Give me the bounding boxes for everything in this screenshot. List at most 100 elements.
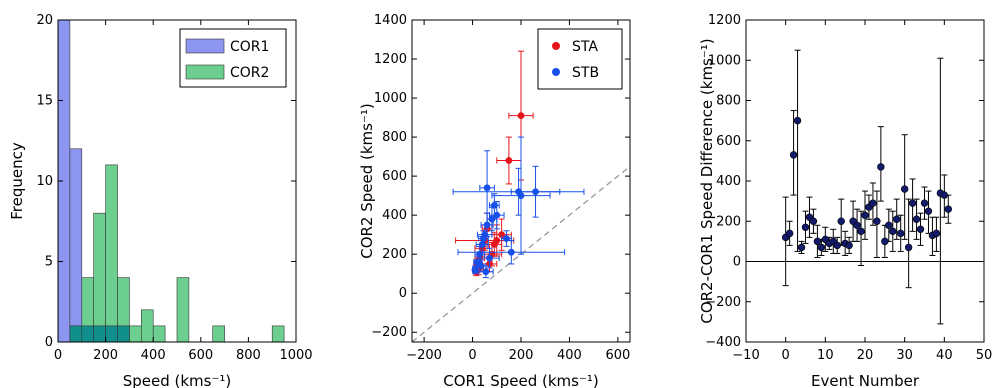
x-tick-label: 400 <box>557 348 582 363</box>
stb-point <box>490 201 498 209</box>
x-tick-label: −200 <box>406 348 442 363</box>
overlap-bar <box>81 325 95 343</box>
overlap-bar <box>69 325 83 343</box>
x-tick-label: 0 <box>468 348 476 363</box>
sta-point <box>517 112 525 120</box>
y-tick-label: 10 <box>36 174 53 189</box>
y-tick-label: 1200 <box>708 13 741 28</box>
x-tick-label: 30 <box>896 348 913 363</box>
x-axis-label: Speed (kms⁻¹) <box>123 372 232 388</box>
stb-point <box>471 266 479 274</box>
cor2-bar <box>212 325 225 343</box>
one-to-one-line <box>411 165 631 343</box>
event-point <box>940 191 949 199</box>
stb-point <box>477 262 485 270</box>
stb-point <box>482 268 490 276</box>
cor2-bar <box>271 325 285 343</box>
stb-point <box>507 248 515 256</box>
x-tick-label: 600 <box>188 348 213 363</box>
y-tick-label: 200 <box>382 247 407 262</box>
event-point <box>857 227 865 236</box>
y-tick-label: −400 <box>705 335 741 350</box>
event-point <box>837 217 845 225</box>
y-tick-label: 600 <box>716 134 741 149</box>
event-point <box>889 227 897 236</box>
y-tick-label: −200 <box>705 295 741 310</box>
event-point <box>904 243 913 252</box>
legend-label-sta: STA <box>572 39 598 55</box>
legend-swatch-cor2 <box>185 64 225 80</box>
y-tick-label: 15 <box>36 94 53 109</box>
y-tick-label: 1200 <box>374 52 407 67</box>
cor1-bar <box>69 148 83 343</box>
event-point <box>900 185 909 193</box>
speed-difference-panel: −10 0 10 20 30 40 50 −400 −200 0 200 400 600 800 1000 1… <box>698 13 992 388</box>
stb-point <box>480 235 487 243</box>
event-point <box>885 221 893 229</box>
stb-point <box>483 184 491 192</box>
y-axis-label: COR2 Speed (kms⁻¹) <box>358 103 376 259</box>
y-tick-label: 20 <box>36 13 53 28</box>
y-tick-label: 400 <box>716 174 741 189</box>
stb-point <box>478 240 486 248</box>
y-axis-label: Frequency <box>8 142 26 220</box>
event-point <box>912 215 921 223</box>
x-tick-label: 0 <box>54 348 62 363</box>
x-axis-label: Event Number <box>811 372 920 388</box>
stb-point <box>483 221 491 229</box>
x-axis-label: COR1 Speed (kms⁻¹) <box>443 372 599 388</box>
event-point <box>797 243 806 252</box>
x-tick-label: 40 <box>936 348 953 363</box>
cor2-bar <box>141 309 154 343</box>
cor2-bar <box>129 325 142 343</box>
x-tick-label: 400 <box>141 348 166 363</box>
legend-label-stb: STB <box>572 65 599 81</box>
sta-point <box>505 157 513 164</box>
event-point <box>908 199 917 207</box>
y-tick-label: 600 <box>382 169 407 184</box>
y-tick-label: 1400 <box>374 13 407 28</box>
y-tick-label: 0 <box>399 286 407 301</box>
legend-label-cor2: COR2 <box>230 65 269 81</box>
event-point <box>877 163 885 171</box>
stb-point <box>503 235 510 243</box>
x-tick-label: 600 <box>605 348 630 363</box>
event-point <box>873 217 881 225</box>
y-tick-label: 5 <box>45 255 53 270</box>
cor2-bar <box>176 277 190 343</box>
stb-point <box>517 192 525 200</box>
cor2-bar <box>152 325 166 343</box>
event-point <box>920 199 929 207</box>
event-point <box>944 205 952 213</box>
event-point <box>833 241 841 250</box>
x-tick-label: 0 <box>782 348 790 363</box>
legend-swatch-cor1 <box>185 38 225 54</box>
cor2-bar <box>93 212 106 343</box>
x-tick-label: −10 <box>732 348 759 363</box>
legend-label-cor1: COR1 <box>230 39 269 55</box>
y-tick-label: 0 <box>733 255 741 270</box>
event-point <box>869 199 877 207</box>
stb-point <box>488 215 496 223</box>
event-point <box>813 237 822 246</box>
y-tick-label: 200 <box>716 214 741 229</box>
cor2-bar <box>105 164 118 343</box>
event-point <box>817 243 826 252</box>
y-tick-label: 800 <box>382 130 407 145</box>
stb-point <box>532 188 539 196</box>
speed-comparison-panel: −200 0 200 400 600 −200 0 200 400 600 800 1000 1200 1… <box>358 13 631 388</box>
x-tick-label: 10 <box>817 348 834 363</box>
stb-point <box>493 211 501 219</box>
overlap-bar <box>105 325 118 343</box>
legend-marker-stb <box>552 68 560 76</box>
event-point <box>893 215 901 223</box>
event-point <box>924 207 933 215</box>
event-point <box>896 229 905 238</box>
x-tick-label: 200 <box>93 348 118 363</box>
event-point <box>809 217 818 225</box>
event-point <box>861 211 869 219</box>
event-point <box>789 151 798 159</box>
x-tick-label: 800 <box>236 348 261 363</box>
y-tick-label: 1000 <box>374 91 407 106</box>
legend-marker-sta <box>552 42 560 50</box>
